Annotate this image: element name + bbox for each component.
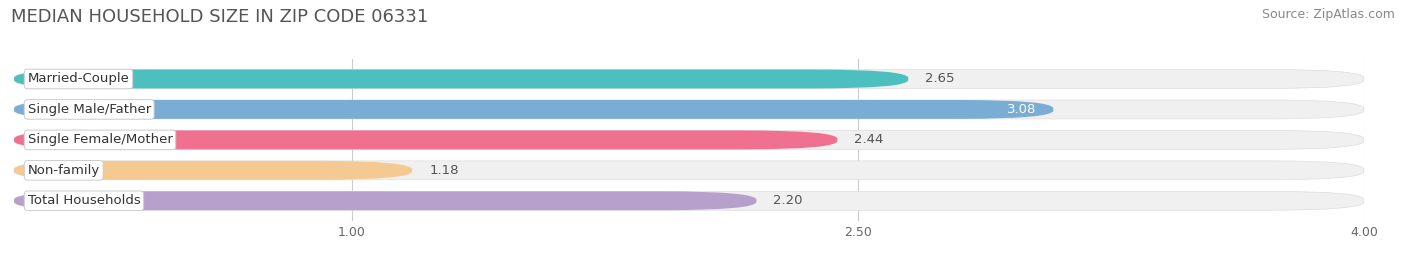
Text: Source: ZipAtlas.com: Source: ZipAtlas.com: [1261, 8, 1395, 21]
Text: Non-family: Non-family: [28, 164, 100, 177]
Text: Total Households: Total Households: [28, 194, 141, 207]
Text: 2.44: 2.44: [855, 133, 883, 146]
Text: 2.20: 2.20: [773, 194, 803, 207]
Text: 2.65: 2.65: [925, 72, 955, 86]
Text: Single Female/Mother: Single Female/Mother: [28, 133, 173, 146]
FancyBboxPatch shape: [14, 69, 908, 89]
FancyBboxPatch shape: [14, 130, 838, 149]
Text: Married-Couple: Married-Couple: [28, 72, 129, 86]
FancyBboxPatch shape: [14, 100, 1053, 119]
Text: 3.08: 3.08: [1007, 103, 1036, 116]
Text: MEDIAN HOUSEHOLD SIZE IN ZIP CODE 06331: MEDIAN HOUSEHOLD SIZE IN ZIP CODE 06331: [11, 8, 429, 26]
Text: Single Male/Father: Single Male/Father: [28, 103, 150, 116]
FancyBboxPatch shape: [14, 191, 756, 210]
Text: 1.18: 1.18: [429, 164, 458, 177]
FancyBboxPatch shape: [14, 161, 412, 180]
FancyBboxPatch shape: [14, 191, 1364, 210]
FancyBboxPatch shape: [14, 69, 1364, 89]
FancyBboxPatch shape: [14, 100, 1364, 119]
FancyBboxPatch shape: [14, 130, 1364, 149]
FancyBboxPatch shape: [14, 161, 1364, 180]
